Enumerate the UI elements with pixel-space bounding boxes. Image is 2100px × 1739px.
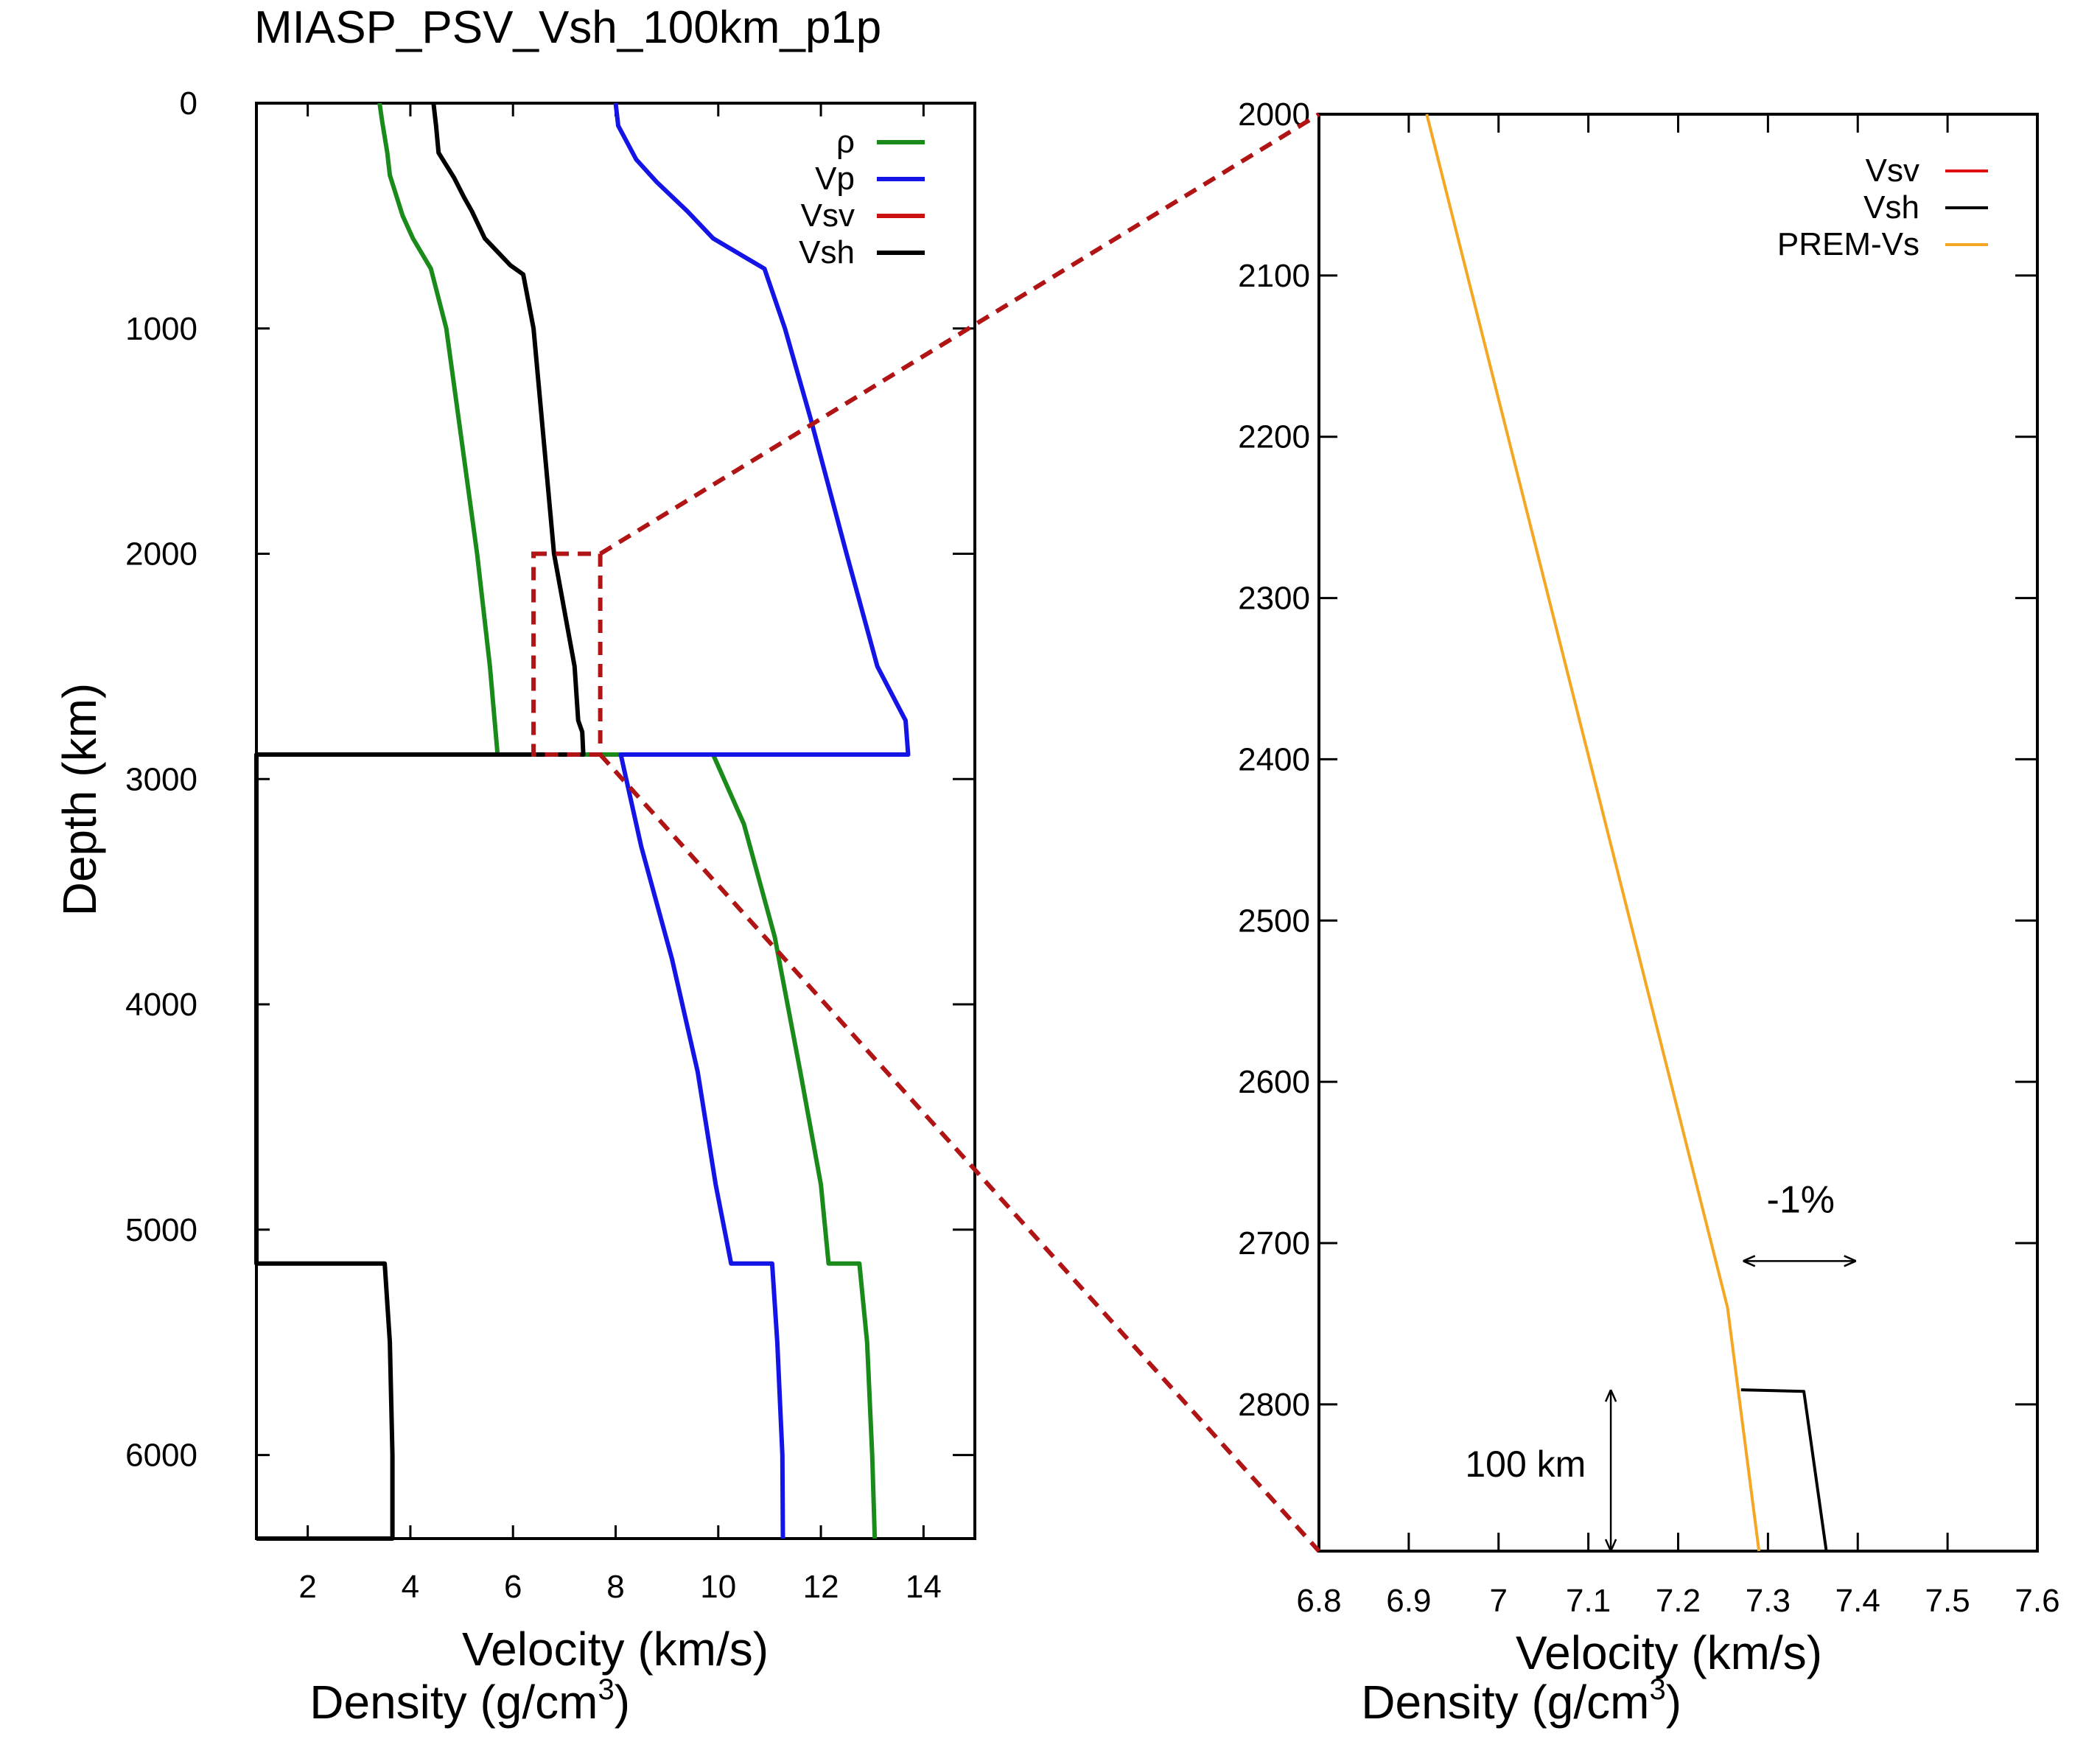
- main-xlabel-density: Density (g/cm3): [309, 1673, 630, 1729]
- main-xlabel-density-base: Density (g/cm: [309, 1676, 598, 1729]
- annotation-percent-arrowhead-right: [1844, 1255, 1857, 1267]
- zoom-region-box: [531, 551, 603, 757]
- main-xtick-label: 2: [298, 1569, 316, 1605]
- main-xtick-label: 6: [504, 1569, 522, 1605]
- main-xtick-label: 4: [402, 1569, 419, 1605]
- main-ytick-label: 4000: [125, 987, 197, 1023]
- connector-bottom: [598, 752, 1321, 1553]
- zoom-legend-label: PREM-Vs: [1777, 226, 1919, 262]
- annotation-percent-label: -1%: [1767, 1178, 1835, 1221]
- main-ytick-label: 3000: [125, 761, 197, 797]
- main-ytick-label: 2000: [125, 536, 197, 573]
- connector-top: [599, 112, 1320, 556]
- annotation-depth-arrowhead-top: [1604, 1389, 1617, 1402]
- zoom-axis-ticks: 6.8 6.9 7 7.1 7.2 7.3 7.4 7.5 7.6200021002200230…: [1238, 97, 2059, 1619]
- zoom-xtick-label: 6.8: [1296, 1583, 1341, 1619]
- zoom-ytick-label: 2200: [1238, 419, 1310, 455]
- zoom-xlabel-density-end: ): [1666, 1676, 1681, 1729]
- main-xtick-label: 10: [700, 1569, 736, 1605]
- series-line-vp: [613, 102, 911, 1539]
- zoom-xlabel-velocity: Velocity (km/s): [1516, 1626, 1822, 1679]
- main-axis-ticks: 2 4 6 8 10 12 14 0 1000 2000 3000 4000 5000 6000: [125, 85, 975, 1605]
- series-line-: [377, 102, 878, 1539]
- zoom-ytick-label: 2100: [1238, 258, 1310, 294]
- zoom-xtick-label: 7.3: [1746, 1583, 1791, 1619]
- zoom-ytick-label: 2400: [1238, 741, 1310, 777]
- zoom-ytick-label: 2800: [1238, 1387, 1310, 1423]
- zoom-xlabel-density-base: Density (g/cm: [1361, 1676, 1649, 1729]
- main-ytick-label: 6000: [125, 1438, 197, 1474]
- zoom-annotations: -1% 100 km: [1465, 1178, 1857, 1552]
- main-xlabel-velocity: Velocity (km/s): [462, 1623, 769, 1676]
- main-xtick-label: 8: [606, 1569, 624, 1605]
- zoom-ytick-label: 2300: [1238, 581, 1310, 617]
- main-xtick-label: 12: [803, 1569, 839, 1605]
- main-series-group: [254, 102, 911, 1541]
- zoom-plot-frame: [1317, 113, 2039, 1553]
- zoom-connectors: [598, 112, 1321, 1553]
- zoom-xtick-label: 6.9: [1386, 1583, 1431, 1619]
- main-xtick-label: 14: [906, 1569, 942, 1605]
- main-xlabel-density-sup: 3: [598, 1673, 614, 1706]
- series-line-vsh: [254, 102, 586, 1541]
- zoom-xtick-label: 7.5: [1925, 1583, 1970, 1619]
- zoom-ytick-label: 2700: [1238, 1225, 1310, 1262]
- main-ytick-label: 1000: [125, 311, 197, 347]
- annotation-depth-label: 100 km: [1465, 1444, 1586, 1485]
- zoom-xtick-label: 7: [1490, 1583, 1508, 1619]
- annotation-depth-arrowhead-bottom: [1604, 1539, 1617, 1552]
- zoom-xtick-label: 7.4: [1835, 1583, 1880, 1619]
- zoom-series-group: [1425, 113, 1828, 1552]
- main-ytick-label: 5000: [125, 1212, 197, 1248]
- zoom-xlabel-density: Density (g/cm3): [1361, 1673, 1681, 1729]
- main-legend-label: ρ: [836, 124, 855, 160]
- zoom-series-line-vsh: [1740, 1388, 1828, 1552]
- zoom-xlabel-density-sup: 3: [1649, 1673, 1665, 1706]
- zoom-ytick-label: 2600: [1238, 1064, 1310, 1100]
- zoom-legend-label: Vsh: [1863, 189, 1919, 225]
- main-xlabel-density-end: ): [615, 1676, 630, 1729]
- zoom-xtick-label: 7.1: [1566, 1583, 1611, 1619]
- zoom-ytick-label: 2500: [1238, 903, 1310, 939]
- zoom-xtick-label: 7.6: [2015, 1583, 2059, 1619]
- zoom-series-line-premvs: [1425, 113, 1761, 1552]
- main-legend-label: Vp: [815, 161, 855, 197]
- chart-title: MIASP_PSV_Vsh_100km_p1p: [254, 2, 881, 53]
- zoom-xtick-label: 7.2: [1656, 1583, 1701, 1619]
- main-ytick-label: 0: [180, 85, 197, 122]
- main-legend-label: Vsh: [799, 234, 855, 270]
- main-ylabel: Depth (km): [53, 683, 106, 917]
- main-legend-label: Vsv: [801, 197, 855, 234]
- zoom-legend-label: Vsv: [1866, 153, 1919, 189]
- annotation-percent-arrowhead-left: [1743, 1255, 1756, 1267]
